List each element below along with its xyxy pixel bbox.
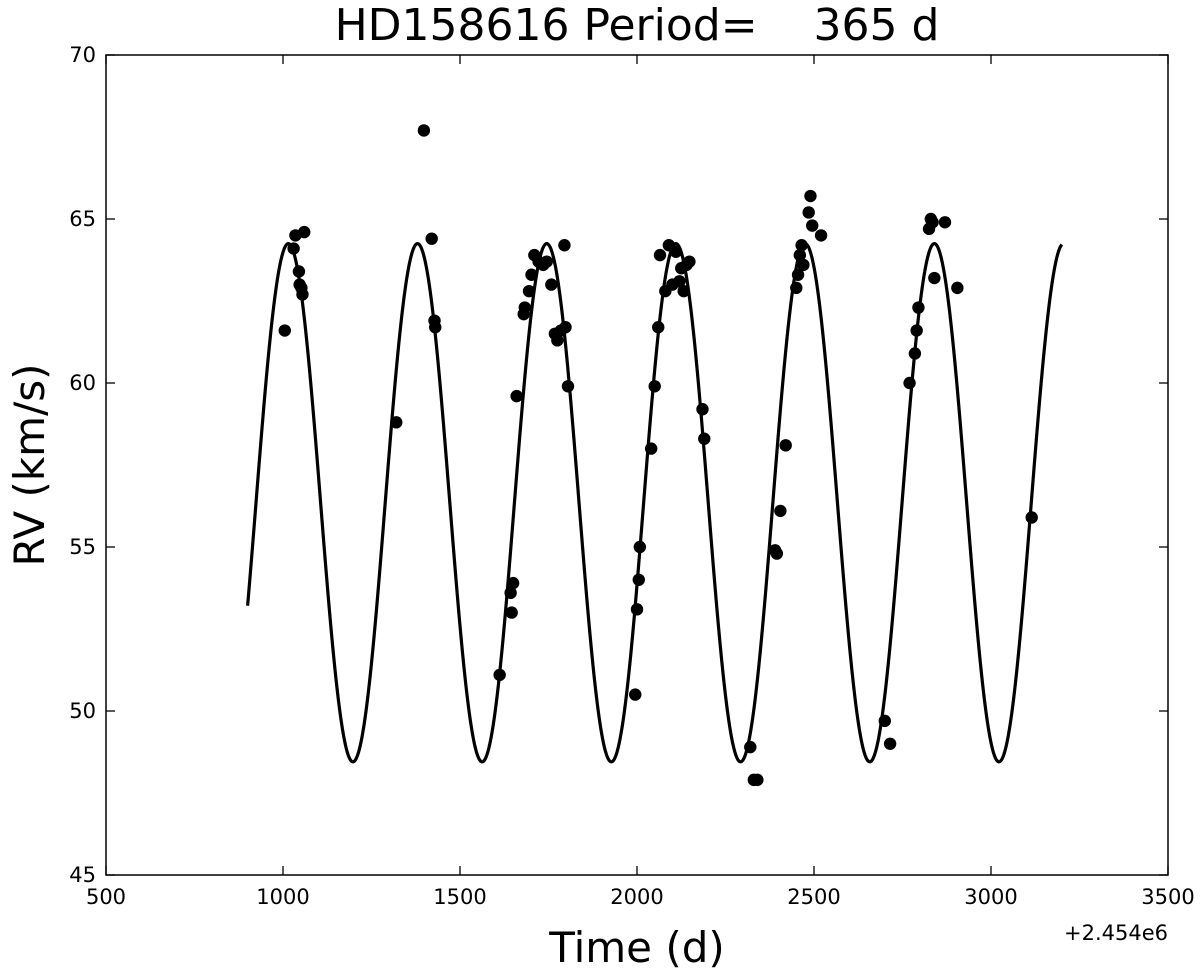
data-point xyxy=(522,284,536,298)
data-point xyxy=(751,773,764,787)
x-tick-label: 1500 xyxy=(433,885,486,909)
x-tick-label: 500 xyxy=(86,885,126,909)
data-point xyxy=(653,248,667,262)
data-point xyxy=(298,225,311,239)
data-point xyxy=(908,347,922,360)
data-point xyxy=(806,219,819,232)
data-point xyxy=(795,239,808,252)
data-point xyxy=(629,688,642,701)
x-tick-label: 3000 xyxy=(964,885,1017,909)
data-point xyxy=(287,242,300,255)
plot-frame xyxy=(105,54,1169,876)
data-point xyxy=(1025,511,1038,524)
data-point xyxy=(630,603,644,616)
x-tick-label: 1000 xyxy=(256,885,309,909)
data-point xyxy=(551,334,564,347)
y-tick-label: 55 xyxy=(69,535,96,559)
data-point xyxy=(296,288,309,301)
x-offset-label: +2.454e6 xyxy=(1064,921,1168,945)
x-tick-label: 3500 xyxy=(1141,885,1194,909)
data-point xyxy=(698,432,711,445)
data-point xyxy=(791,268,805,281)
data-point xyxy=(804,189,817,203)
data-point xyxy=(774,504,787,518)
data-point xyxy=(648,380,661,393)
data-point xyxy=(493,668,506,682)
y-axis-label: RV (km/s) xyxy=(5,363,54,566)
data-point xyxy=(928,271,941,285)
data-point xyxy=(910,324,923,337)
x-axis: 500 1000 1500 2000 2500 3000 3500 xyxy=(86,55,1195,909)
data-point xyxy=(793,248,807,262)
data-point xyxy=(278,324,291,337)
data-point xyxy=(673,275,686,288)
data-point xyxy=(559,321,572,334)
fit-curve xyxy=(246,241,1064,764)
data-point xyxy=(797,258,810,272)
y-tick-label: 70 xyxy=(69,43,96,67)
data-point xyxy=(558,239,571,252)
data-point xyxy=(938,216,952,229)
data-point xyxy=(912,301,925,314)
data-point xyxy=(390,416,403,429)
chart-title: HD158616 Period= 365 d xyxy=(335,0,940,51)
data-point xyxy=(425,232,438,245)
data-point xyxy=(883,737,897,750)
data-point xyxy=(545,278,558,291)
data-point xyxy=(878,714,891,728)
data-point xyxy=(926,216,939,229)
data-point xyxy=(802,206,815,219)
x-tick-label: 2500 xyxy=(787,885,840,909)
plot-area xyxy=(246,124,1064,787)
data-point xyxy=(814,229,828,242)
data-point xyxy=(632,573,645,586)
data-point xyxy=(429,321,442,334)
data-point xyxy=(561,380,575,393)
data-point xyxy=(677,284,690,298)
data-point xyxy=(790,281,803,295)
data-point xyxy=(510,389,523,403)
data-point xyxy=(652,321,665,334)
data-point xyxy=(505,606,518,619)
data-point xyxy=(633,540,647,554)
data-point xyxy=(744,740,757,754)
data-point xyxy=(504,586,517,600)
y-tick-label: 50 xyxy=(69,699,96,723)
x-tick-label: 2000 xyxy=(610,885,663,909)
y-tick-label: 65 xyxy=(69,207,96,231)
data-point xyxy=(518,301,531,314)
data-point xyxy=(779,439,792,452)
data-point xyxy=(951,281,964,295)
data-point xyxy=(525,268,538,281)
x-axis-label: Time (d) xyxy=(548,923,725,971)
y-tick-label: 60 xyxy=(69,371,96,395)
data-point xyxy=(669,245,683,258)
y-axis: 45 50 55 60 65 70 xyxy=(69,43,1168,887)
data-point xyxy=(903,376,916,390)
data-point xyxy=(683,255,696,268)
data-point xyxy=(644,442,658,455)
data-point xyxy=(696,403,709,416)
data-point xyxy=(540,255,553,268)
data-point xyxy=(417,124,431,137)
data-point xyxy=(770,547,784,560)
data-point xyxy=(292,265,306,278)
data-point xyxy=(506,576,520,590)
y-tick-label: 45 xyxy=(69,863,96,887)
